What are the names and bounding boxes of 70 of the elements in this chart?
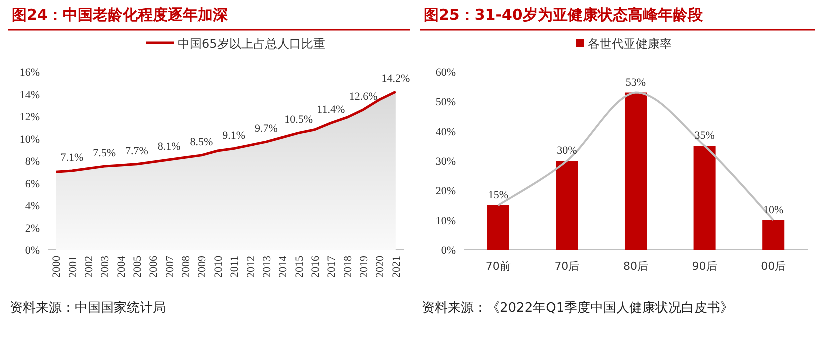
data-label: 15% [488, 190, 508, 202]
x-tick-label: 70后 [554, 260, 580, 273]
y-tick-label: 30% [436, 156, 456, 168]
data-label: 12.6% [349, 90, 378, 103]
x-tick-label: 70前 [486, 260, 511, 273]
x-tick-label: 2021 [390, 256, 403, 278]
x-tick-label: 2018 [342, 256, 354, 278]
y-tick-label: 16% [20, 67, 40, 79]
data-label: 14.2% [382, 73, 410, 86]
x-tick-label: 2009 [196, 256, 209, 278]
text: 资料来源：中国国家统计局 [10, 300, 166, 316]
x-tick-label: 00后 [761, 260, 786, 273]
data-label: 10.5% [284, 114, 314, 126]
y-tick-label: 50% [436, 96, 456, 109]
data-label: 53% [626, 76, 646, 89]
x-tick-label: 2007 [164, 256, 176, 278]
y-tick-label: 0% [25, 245, 40, 257]
bar [694, 146, 716, 250]
y-tick-label: 40% [436, 126, 456, 138]
text: 资料来源：《2022年Q1季度中国人健康状况白皮书》 [422, 300, 734, 316]
data-label: 7.7% [126, 145, 148, 158]
data-label: 9.1% [222, 130, 246, 142]
y-tick-label: 20% [436, 186, 456, 198]
data-label: 10% [764, 204, 784, 216]
bar [624, 92, 648, 250]
x-tick-label: 2004 [116, 256, 128, 278]
data-label: 11.4% [317, 104, 346, 116]
x-tick-label: 2017 [326, 256, 338, 278]
data-label: 7.1% [60, 152, 84, 164]
x-tick-label: 2011 [229, 256, 242, 278]
x-tick-label: 2002 [83, 256, 96, 278]
data-label: 7.5% [93, 148, 116, 160]
y-tick-label: 8% [25, 156, 40, 168]
x-tick-label: 2000 [51, 256, 64, 278]
x-tick-label: 2020 [374, 256, 387, 278]
x-tick-label: 2003 [100, 256, 112, 278]
data-label: 35% [694, 130, 715, 142]
x-tick-label: 2015 [294, 256, 306, 278]
x-tick-label: 2012 [245, 256, 258, 278]
x-tick-label: 2019 [358, 256, 371, 278]
x-tick-label: 2008 [180, 256, 193, 278]
y-tick-label: 10% [20, 134, 40, 146]
x-tick-label: 80后 [624, 260, 648, 273]
legend-label: 中国65岁以上占总人口比重 [178, 37, 326, 51]
y-tick-label: 14% [20, 89, 40, 102]
data-label: 9.7% [254, 123, 278, 136]
y-tick-label: 60% [436, 67, 456, 79]
data-label: 30% [557, 145, 578, 157]
chart-title: 图25：31-40岁为亚健康状态高峰年龄段 [424, 6, 704, 24]
y-tick-label: 6% [25, 178, 40, 190]
bar [487, 206, 510, 250]
y-tick-label: 10% [436, 215, 456, 228]
data-label: 8.1% [158, 140, 181, 153]
y-tick-label: 0% [441, 245, 456, 257]
x-tick-label: 2016 [310, 256, 322, 278]
y-tick-label: 2% [25, 222, 40, 235]
x-tick-label: 2001 [67, 256, 80, 278]
y-tick-label: 12% [20, 112, 40, 124]
x-tick-label: 2006 [148, 256, 160, 278]
x-tick-label: 2010 [212, 256, 225, 278]
x-tick-label: 90后 [692, 260, 718, 273]
chart-title: 图24：中国老龄化程度逐年加深 [12, 6, 229, 24]
data-label: 8.5% [190, 136, 214, 148]
bar [762, 220, 785, 250]
y-tick-label: 4% [25, 200, 40, 212]
x-tick-label: 2013 [261, 256, 274, 278]
legend-label: 各世代亚健康率 [588, 37, 672, 51]
x-tick-label: 2005 [132, 256, 144, 278]
bar [556, 161, 578, 250]
x-tick-label: 2014 [278, 256, 290, 278]
